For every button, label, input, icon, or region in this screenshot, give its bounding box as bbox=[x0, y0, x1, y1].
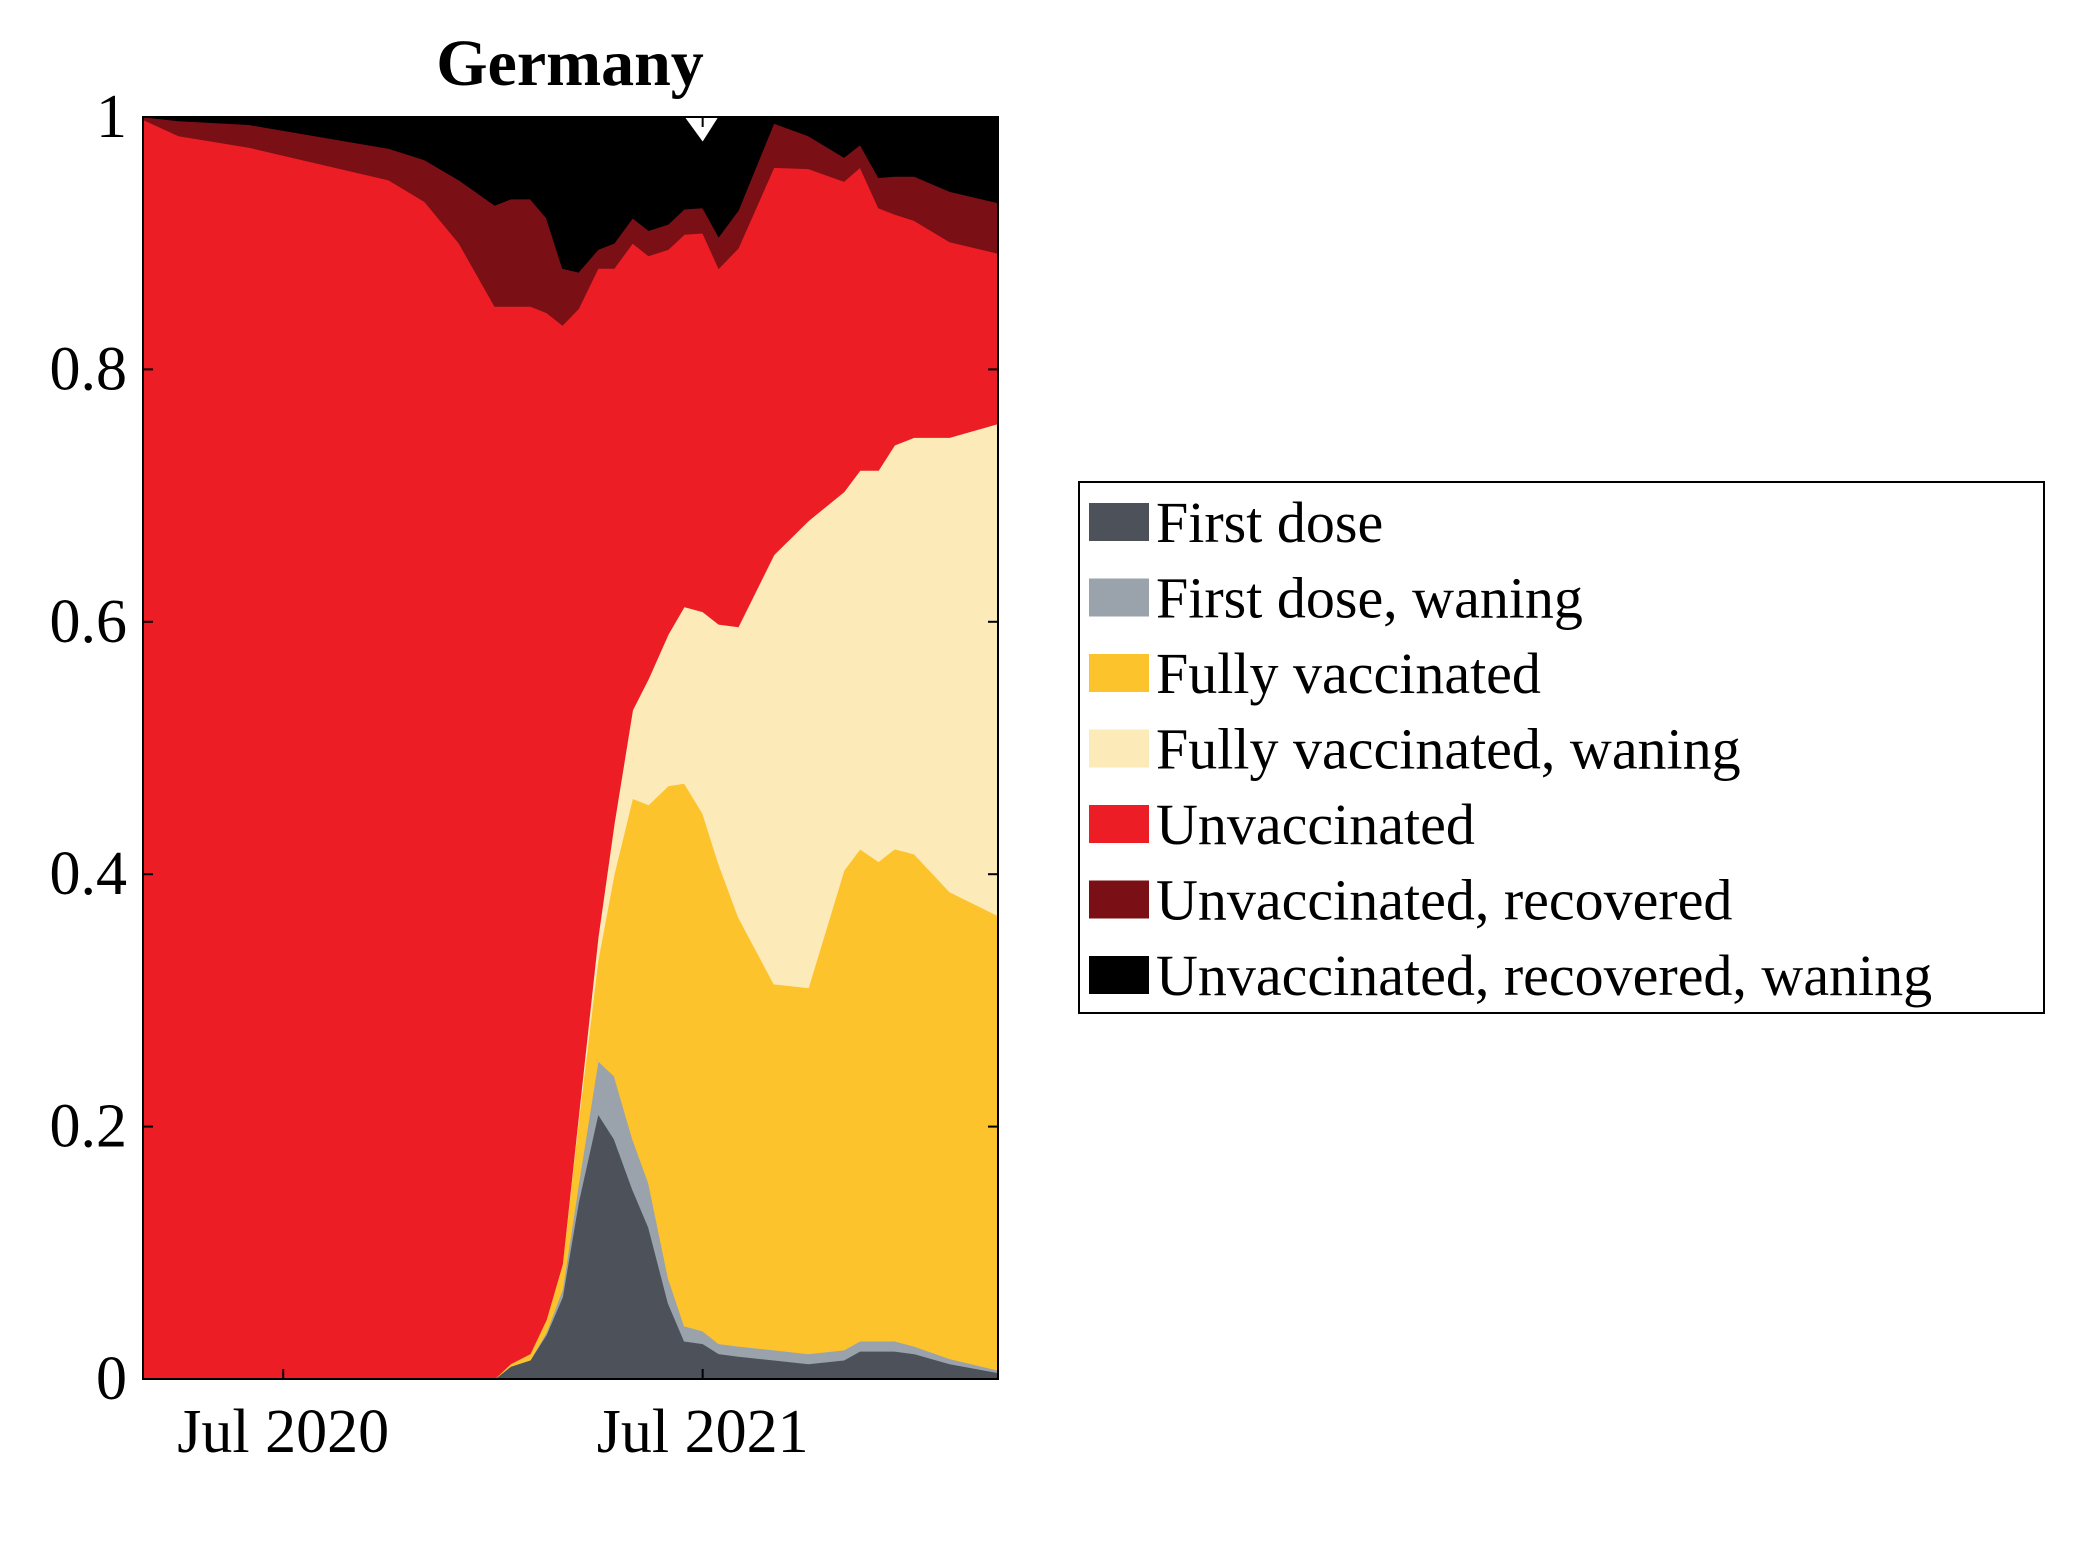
y-tick-label: 0 bbox=[96, 1345, 127, 1413]
legend: First dose First dose, waning Fully vaccin… bbox=[1078, 481, 2045, 1014]
legend-label-fully-vaccinated: Fully vaccinated bbox=[1156, 641, 1541, 706]
area-series-layer bbox=[143, 117, 998, 1379]
legend-swatch-fully-vaccinated bbox=[1089, 654, 1149, 692]
x-tick-label: Jul 2020 bbox=[177, 1398, 389, 1466]
x-tick-label: Jul 2021 bbox=[597, 1398, 809, 1466]
plot-frame bbox=[142, 116, 999, 1380]
legend-swatch-unvaccinated bbox=[1089, 805, 1149, 843]
legend-swatch-first-dose-waning bbox=[1089, 578, 1149, 617]
legend-swatch-unvaccinated-recovered bbox=[1089, 880, 1149, 919]
legend-swatch-fully-vaccinated-waning bbox=[1089, 729, 1149, 768]
y-tick-label: 0.8 bbox=[50, 335, 128, 403]
y-tick-label: 0.4 bbox=[50, 840, 128, 908]
legend-label-first-dose-waning: First dose, waning bbox=[1156, 566, 1583, 631]
area-unvaccinated-recovered-waning bbox=[143, 117, 998, 273]
y-tick-label: 0.6 bbox=[50, 588, 128, 656]
legend-swatch-first-dose bbox=[1089, 503, 1149, 541]
legend-label-first-dose: First dose bbox=[1156, 490, 1383, 555]
legend-label-unvaccinated-recovered: Unvaccinated, recovered bbox=[1156, 868, 1732, 933]
legend-label-unvaccinated: Unvaccinated bbox=[1156, 792, 1475, 857]
y-tick-label: 0.2 bbox=[50, 1093, 128, 1161]
legend-swatch-unvaccinated-recovered-waning bbox=[1089, 956, 1149, 994]
legend-label-fully-vaccinated-waning: Fully vaccinated, waning bbox=[1156, 717, 1741, 782]
axes-layer: 0 0.2 0.4 0.6 0.8 1 Jul 2020 Jul 2021 bbox=[50, 83, 999, 1466]
legend-label-unvaccinated-recovered-waning: Unvaccinated, recovered, waning bbox=[1156, 943, 1932, 1008]
y-tick-label: 1 bbox=[96, 83, 127, 151]
chart-title: Germany bbox=[436, 27, 704, 100]
legend-box bbox=[1078, 481, 2045, 1014]
